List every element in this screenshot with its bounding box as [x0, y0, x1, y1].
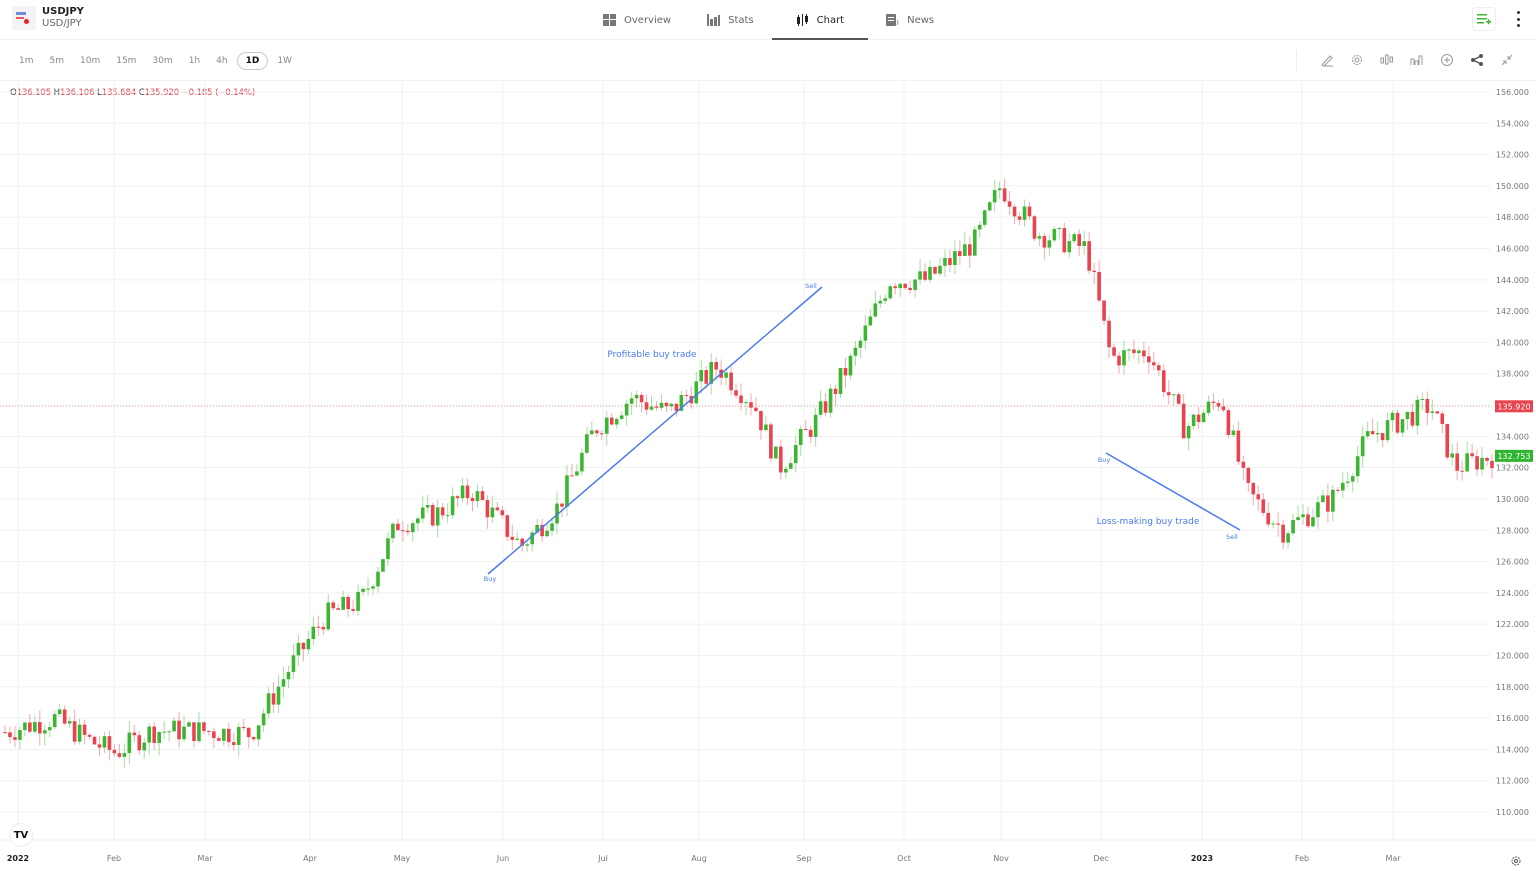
svg-text:138.000: 138.000: [1496, 370, 1529, 379]
tab-stats[interactable]: Stats: [689, 0, 772, 40]
svg-text:135.920: 135.920: [1497, 402, 1530, 411]
settings-icon[interactable]: [1342, 51, 1372, 69]
svg-text:116.000: 116.000: [1496, 714, 1529, 723]
news-icon: [886, 14, 900, 26]
timeframe-1m[interactable]: 1m: [19, 56, 34, 66]
svg-text:150.000: 150.000: [1496, 182, 1529, 191]
svg-text:128.000: 128.000: [1496, 526, 1529, 535]
tab-overview[interactable]: Overview: [585, 0, 689, 40]
tab-news-label: News: [907, 14, 935, 26]
bar-stats-icon: [707, 14, 721, 26]
list-add-icon: [1477, 14, 1491, 25]
more-menu-icon[interactable]: [1516, 11, 1520, 27]
svg-text:154.000: 154.000: [1496, 119, 1529, 128]
tab-overview-label: Overview: [624, 14, 672, 26]
svg-text:Nov: Nov: [993, 854, 1009, 863]
svg-text:Buy: Buy: [484, 575, 497, 583]
svg-text:134.000: 134.000: [1496, 432, 1529, 441]
svg-text:Profitable buy trade: Profitable buy trade: [607, 350, 697, 360]
tab-chart[interactable]: Chart: [771, 0, 869, 40]
ohlc-open: 136.105: [16, 88, 52, 98]
ohlc-close: 135.920: [144, 88, 180, 98]
grid-icon: [603, 14, 617, 26]
price-chart[interactable]: 156.000 154.000 152.000 150.000 148.000 146.0…: [0, 82, 1536, 868]
svg-text:Sep: Sep: [796, 854, 811, 863]
svg-text:132.753: 132.753: [1497, 452, 1530, 461]
svg-text:May: May: [394, 854, 411, 863]
timeframe-10m[interactable]: 10m: [80, 56, 101, 66]
tab-stats-label: Stats: [728, 14, 754, 26]
usd-jpy-flag-icon: [12, 6, 36, 30]
svg-text:156.000: 156.000: [1496, 88, 1529, 97]
timeframe-bar: [0, 40, 1536, 81]
svg-text:152.000: 152.000: [1496, 151, 1529, 160]
svg-text:Sell: Sell: [1226, 533, 1238, 541]
tab-news[interactable]: News: [868, 0, 952, 40]
timeframe-4h[interactable]: 4h: [216, 56, 228, 66]
share-icon[interactable]: [1462, 51, 1492, 69]
svg-text:Mar: Mar: [197, 854, 213, 863]
ohlc-high: 136.106: [59, 88, 95, 98]
toolbar-divider: [1296, 50, 1297, 72]
draw-icon[interactable]: [1312, 51, 1342, 69]
svg-text:Dec: Dec: [1093, 854, 1108, 863]
tab-chart-label: Chart: [816, 14, 845, 26]
ohlc-low: 135.684: [101, 88, 137, 98]
nav-tabs: Overview Stats Chart News: [585, 0, 952, 40]
tradingview-logo[interactable]: TV: [9, 823, 33, 847]
svg-text:Apr: Apr: [303, 854, 318, 863]
indicators-icon[interactable]: [1372, 51, 1402, 69]
svg-text:146.000: 146.000: [1496, 245, 1529, 254]
timeframe-5m[interactable]: 5m: [49, 56, 65, 66]
symbol-pair: USD/JPY: [42, 18, 82, 29]
symbol-ticker: USDJPY: [42, 6, 84, 17]
ohlc-legend: O136.105 H136.106 L135.684 C135.920 −0.1…: [10, 88, 256, 98]
svg-text:118.000: 118.000: [1496, 683, 1529, 692]
svg-text:130.000: 130.000: [1496, 495, 1529, 504]
svg-text:126.000: 126.000: [1496, 558, 1529, 567]
symbol-header[interactable]: USDJPY USD/JPY: [12, 6, 84, 30]
timeframe-1W[interactable]: 1W: [277, 56, 292, 66]
chart-toolbar: [1312, 51, 1522, 69]
svg-text:Loss-making buy trade: Loss-making buy trade: [1097, 517, 1200, 527]
timeframe-1D[interactable]: 1D: [236, 52, 269, 70]
svg-text:Oct: Oct: [897, 854, 911, 863]
svg-text:132.000: 132.000: [1496, 464, 1529, 473]
svg-text:2023: 2023: [1191, 854, 1213, 863]
svg-text:Feb: Feb: [107, 854, 121, 863]
svg-text:Mar: Mar: [1385, 854, 1401, 863]
add-icon[interactable]: [1432, 51, 1462, 69]
svg-text:110.000: 110.000: [1496, 808, 1529, 817]
watchlist-add-button[interactable]: [1472, 7, 1496, 31]
timeframe-30m[interactable]: 30m: [152, 56, 173, 66]
timeframe-selector: 1m 5m 10m 15m 30m 1h 4h 1D 1W: [12, 52, 301, 70]
axis-settings-icon[interactable]: [1510, 852, 1522, 871]
svg-text:Sell: Sell: [805, 282, 817, 290]
timeframe-15m[interactable]: 15m: [116, 56, 137, 66]
svg-text:Aug: Aug: [691, 854, 707, 863]
candles-icon: [796, 14, 810, 26]
svg-text:122.000: 122.000: [1496, 620, 1529, 629]
svg-text:Jun: Jun: [496, 854, 510, 863]
timeframe-1h[interactable]: 1h: [188, 56, 201, 66]
svg-text:144.000: 144.000: [1496, 276, 1529, 285]
chart-type-icon[interactable]: [1402, 51, 1432, 69]
svg-text:Feb: Feb: [1295, 854, 1309, 863]
svg-text:124.000: 124.000: [1496, 589, 1529, 598]
svg-text:142.000: 142.000: [1496, 307, 1529, 316]
svg-text:2022: 2022: [7, 854, 29, 863]
svg-text:114.000: 114.000: [1496, 745, 1529, 754]
ohlc-change: −0.185 (−0.14%): [181, 88, 256, 98]
svg-text:Jul: Jul: [597, 854, 608, 863]
collapse-icon[interactable]: [1492, 51, 1522, 69]
svg-text:112.000: 112.000: [1496, 777, 1529, 786]
svg-text:148.000: 148.000: [1496, 213, 1529, 222]
svg-text:120.000: 120.000: [1496, 651, 1529, 660]
top-bar: USDJPY USD/JPY Overview Stats Chart News: [0, 0, 1536, 40]
svg-text:Buy: Buy: [1098, 456, 1111, 464]
svg-text:140.000: 140.000: [1496, 338, 1529, 347]
